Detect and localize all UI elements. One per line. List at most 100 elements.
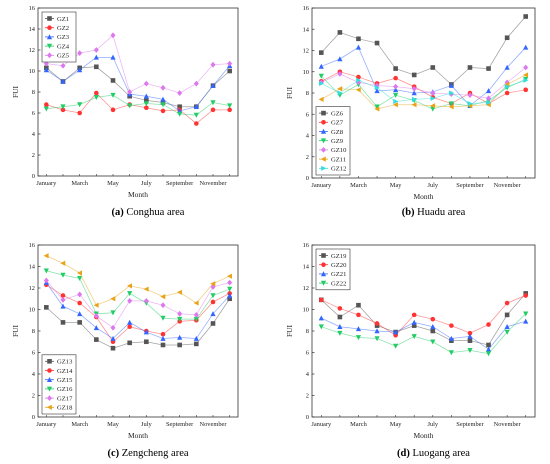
y-tick-label: 6 bbox=[306, 111, 309, 118]
series-line bbox=[46, 284, 230, 343]
data-point bbox=[110, 78, 116, 83]
data-point bbox=[337, 314, 343, 320]
y-tick-label: 8 bbox=[32, 89, 35, 96]
y-tick-label: 0 bbox=[32, 414, 35, 421]
data-point bbox=[127, 291, 133, 297]
data-point bbox=[486, 322, 491, 327]
data-point bbox=[393, 75, 398, 81]
x-tick-label: November bbox=[494, 421, 522, 428]
legend-marker bbox=[321, 110, 326, 116]
y-axis-label: FUI bbox=[285, 324, 294, 337]
panel-caption: (d) Luogang area bbox=[397, 448, 470, 459]
series-GZ1 bbox=[44, 64, 232, 109]
data-point bbox=[60, 107, 66, 113]
data-point bbox=[374, 328, 380, 334]
series-line bbox=[46, 280, 230, 329]
series-GZ6 bbox=[318, 14, 529, 87]
data-point bbox=[448, 101, 454, 107]
series-GZ17 bbox=[43, 277, 233, 331]
series-GZ21 bbox=[318, 315, 529, 352]
data-point bbox=[110, 32, 116, 39]
data-point bbox=[43, 67, 49, 73]
data-point bbox=[143, 298, 149, 304]
legend-label: GZ19 bbox=[331, 253, 347, 260]
legend-label: GZ15 bbox=[57, 377, 73, 384]
series-line bbox=[321, 79, 526, 105]
data-point bbox=[77, 311, 83, 317]
legend-marker bbox=[47, 395, 52, 401]
data-point bbox=[393, 83, 399, 90]
legend: GZ13 GZ14 GZ15 GZ16 GZ17 GZ18 bbox=[41, 354, 77, 415]
data-point bbox=[337, 90, 343, 96]
data-point bbox=[448, 82, 454, 88]
data-point bbox=[523, 72, 529, 78]
data-point bbox=[60, 293, 66, 298]
data-point bbox=[411, 85, 417, 92]
data-point bbox=[193, 80, 199, 87]
y-tick-label: 10 bbox=[303, 69, 309, 76]
y-tick-label: 12 bbox=[29, 47, 35, 54]
data-point bbox=[194, 121, 199, 126]
data-point bbox=[467, 330, 473, 336]
x-tick-label: September bbox=[456, 182, 484, 189]
x-tick-label: May bbox=[390, 182, 403, 189]
legend-label: GZ8 bbox=[331, 129, 344, 136]
x-axis-label: Month bbox=[413, 192, 433, 201]
legend-label: GZ16 bbox=[57, 386, 73, 393]
data-point bbox=[430, 106, 436, 112]
data-point bbox=[504, 312, 510, 318]
x-tick-label: January bbox=[311, 421, 332, 428]
legend-label: GZ18 bbox=[57, 405, 73, 412]
legend-marker bbox=[320, 138, 327, 144]
data-point bbox=[523, 77, 529, 83]
data-point bbox=[337, 330, 343, 336]
data-point bbox=[430, 324, 436, 329]
legend: GZ1 GZ2 GZ3 GZ4 GZ5 bbox=[41, 11, 77, 63]
data-point bbox=[76, 270, 82, 276]
data-point bbox=[160, 102, 166, 108]
data-point bbox=[430, 65, 436, 70]
legend-marker bbox=[47, 25, 52, 31]
data-point bbox=[160, 302, 166, 309]
data-point bbox=[110, 335, 116, 341]
legend-marker bbox=[321, 165, 327, 171]
data-point bbox=[337, 306, 343, 311]
legend-marker bbox=[321, 253, 326, 258]
data-point bbox=[60, 320, 66, 325]
data-point bbox=[110, 54, 116, 60]
series-line bbox=[46, 270, 230, 320]
data-point bbox=[77, 110, 82, 116]
y-tick-label: 10 bbox=[303, 307, 309, 314]
data-point bbox=[160, 342, 166, 348]
data-point bbox=[227, 60, 233, 67]
x-axis-label: Month bbox=[413, 431, 433, 440]
series-GZ11 bbox=[318, 72, 529, 112]
caption-text: Zengcheng area bbox=[119, 448, 189, 459]
caption-text: Luogang area bbox=[410, 448, 470, 459]
data-point bbox=[430, 103, 436, 109]
data-point bbox=[210, 61, 216, 68]
legend-marker bbox=[47, 52, 52, 59]
series-line bbox=[46, 56, 230, 112]
x-tick-label: July bbox=[141, 421, 152, 428]
caption-letter: (a) bbox=[112, 207, 125, 218]
data-point bbox=[177, 310, 183, 317]
legend-marker bbox=[47, 368, 52, 373]
y-tick-label: 0 bbox=[32, 173, 35, 180]
y-tick-label: 10 bbox=[29, 307, 35, 314]
x-tick-label: July bbox=[427, 182, 438, 189]
y-tick-label: 8 bbox=[32, 328, 35, 335]
x-tick-label: March bbox=[350, 182, 367, 189]
data-point bbox=[374, 104, 380, 110]
data-point bbox=[374, 88, 380, 94]
data-point bbox=[485, 88, 492, 94]
series-line bbox=[321, 74, 526, 110]
data-point bbox=[127, 103, 133, 109]
data-point bbox=[177, 90, 183, 96]
data-point bbox=[177, 342, 182, 348]
series-GZ13 bbox=[44, 296, 232, 351]
data-point bbox=[449, 323, 454, 328]
series-GZ22 bbox=[318, 311, 529, 357]
data-point bbox=[448, 104, 454, 110]
panel-caption: (a) Conghua area bbox=[112, 207, 185, 218]
